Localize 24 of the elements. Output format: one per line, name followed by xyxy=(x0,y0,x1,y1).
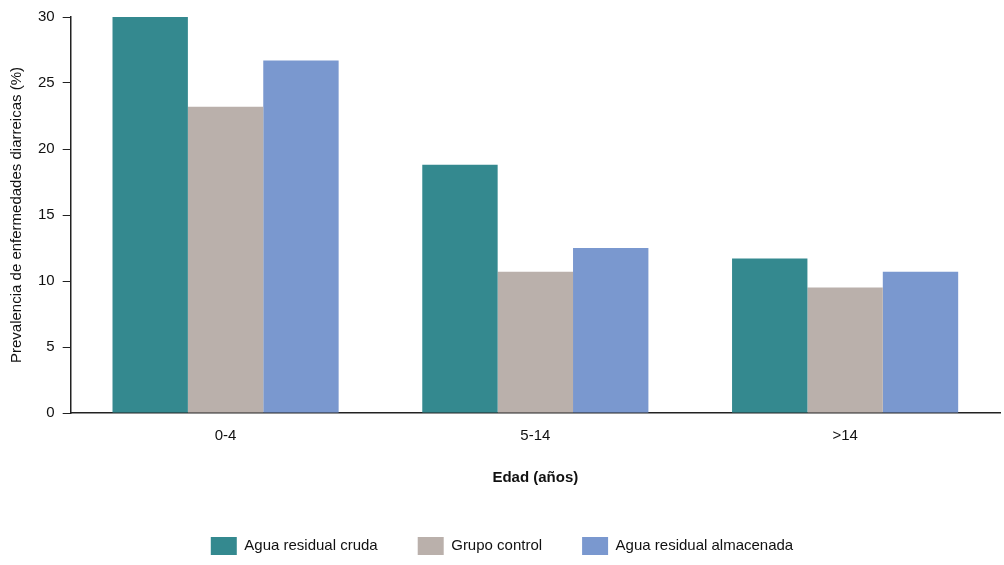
legend-label: Agua residual cruda xyxy=(244,536,379,554)
y-axis-title: Prevalencia de enfermedades diarreicas (%) xyxy=(7,67,25,363)
bar xyxy=(732,258,808,413)
y-tick-label: 0 xyxy=(46,403,55,421)
y-tick-label: 10 xyxy=(38,271,55,289)
bar xyxy=(573,248,649,413)
y-tick-label: 5 xyxy=(46,337,55,355)
y-tick-label: 25 xyxy=(38,73,55,91)
legend-label: Agua residual almacenada xyxy=(615,536,794,554)
x-tick-label: >14 xyxy=(832,426,858,444)
bar xyxy=(882,271,959,413)
y-tick-label: 30 xyxy=(38,7,55,25)
bar xyxy=(112,17,188,413)
bar xyxy=(263,60,339,413)
bar xyxy=(422,164,498,413)
legend-label: Grupo control xyxy=(451,536,543,554)
x-tick-label: 5-14 xyxy=(520,426,551,444)
y-tick-label: 20 xyxy=(38,139,55,157)
x-tick-label: 0-4 xyxy=(214,426,237,444)
bar xyxy=(187,106,264,413)
x-axis-title: Edad (años) xyxy=(492,468,579,486)
bar xyxy=(497,271,574,413)
y-tick-label: 15 xyxy=(38,205,55,223)
bar xyxy=(807,287,883,413)
